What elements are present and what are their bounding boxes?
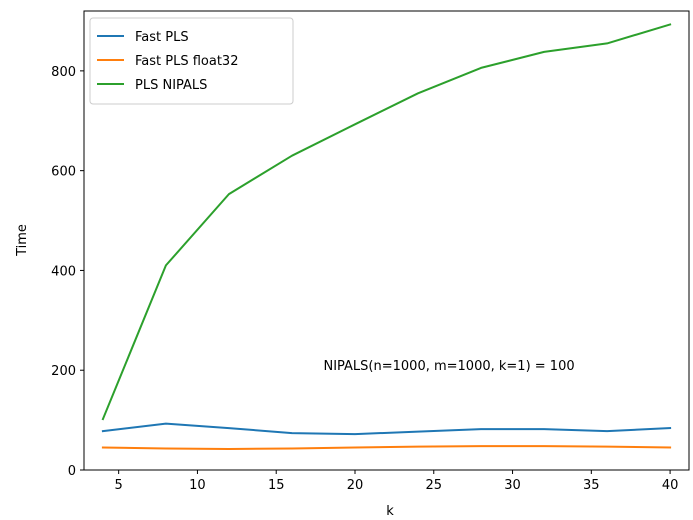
- series-line-0: [101, 422, 672, 436]
- legend-box: [89, 17, 294, 105]
- legend-label-0: Fast PLS: [135, 30, 189, 45]
- x-tick-label: 10: [189, 478, 206, 493]
- x-tick-label: 25: [425, 478, 442, 493]
- legend-label-1: Fast PLS float32: [135, 54, 238, 69]
- series-line-1: [101, 445, 672, 450]
- y-tick-label: 600: [51, 165, 76, 180]
- legend-label-2: PLS NIPALS: [135, 78, 207, 93]
- x-tick-label: 30: [504, 478, 521, 493]
- y-axis-label: Time: [15, 224, 30, 257]
- y-tick-label: 800: [51, 65, 76, 80]
- series-line-2: [101, 23, 672, 421]
- x-axis-label: k: [386, 504, 394, 519]
- annotation-text: NIPALS(n=1000, m=1000, k=1) = 100: [323, 359, 574, 374]
- x-tick-label: 40: [662, 478, 679, 493]
- plot-frame: [83, 10, 690, 471]
- y-tick-label: 200: [51, 364, 76, 379]
- y-tick-label: 0: [68, 464, 76, 479]
- y-tick-label: 400: [51, 264, 76, 279]
- x-tick-label: 5: [115, 478, 123, 493]
- x-tick-label: 35: [583, 478, 600, 493]
- x-tick-label: 15: [268, 478, 285, 493]
- legend: Fast PLS Fast PLS float32 PLS NIPALS: [89, 17, 294, 105]
- x-tick-label: 20: [347, 478, 364, 493]
